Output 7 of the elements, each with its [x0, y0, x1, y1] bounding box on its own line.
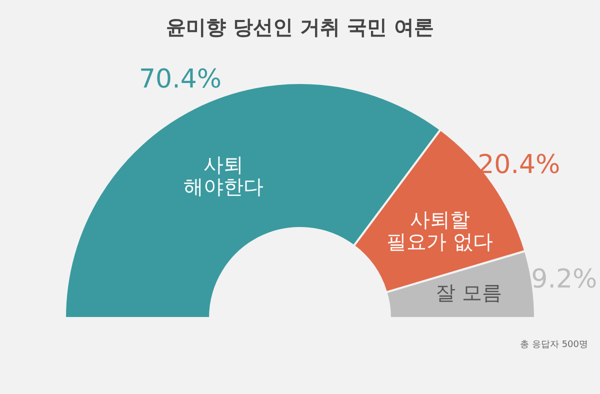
slice-label: 잘 모름 — [436, 280, 502, 304]
chart-title: 윤미향 당선인 거취 국민 여론 — [166, 15, 434, 39]
data-label: 20.4% — [478, 150, 560, 180]
slice-label: 사퇴할 필요가 없다 — [386, 207, 493, 254]
slice-label: 사퇴 해야한다 — [184, 152, 264, 199]
text: 총 응답자 500명 — [520, 340, 588, 350]
data-label: 70.4% — [138, 64, 222, 94]
